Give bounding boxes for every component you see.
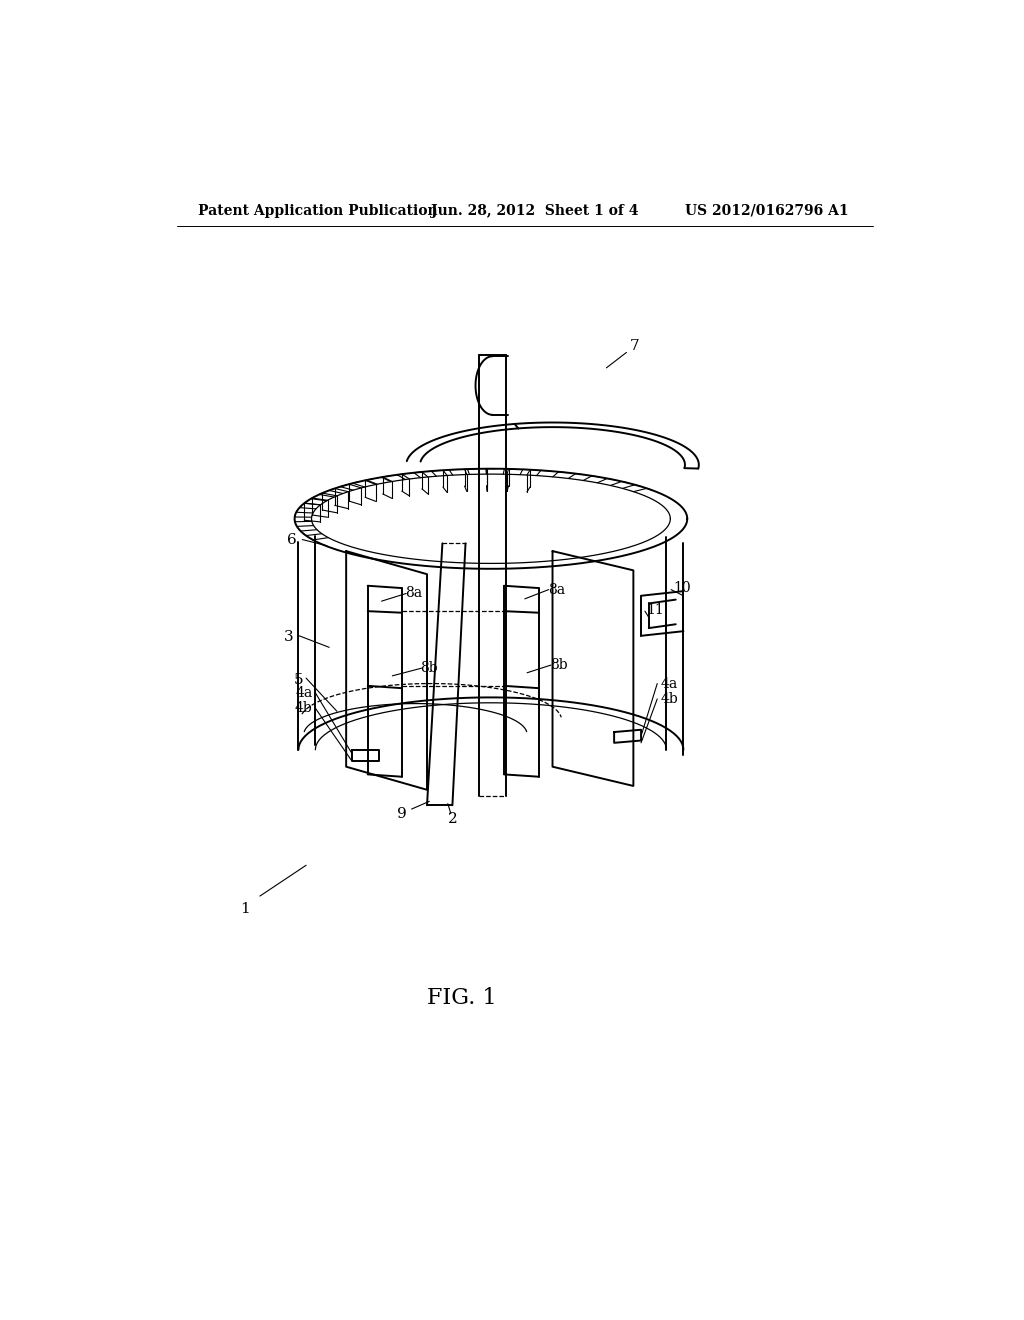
Text: Patent Application Publication: Patent Application Publication (199, 203, 438, 218)
Text: 10: 10 (674, 581, 691, 595)
Text: 8b: 8b (550, 659, 567, 672)
Text: Jun. 28, 2012  Sheet 1 of 4: Jun. 28, 2012 Sheet 1 of 4 (431, 203, 638, 218)
Text: 8b: 8b (421, 661, 438, 675)
Text: 2: 2 (447, 812, 458, 826)
Text: 3: 3 (284, 631, 293, 644)
Text: 11: 11 (646, 603, 665, 616)
Text: US 2012/0162796 A1: US 2012/0162796 A1 (685, 203, 849, 218)
Text: 6: 6 (288, 532, 297, 546)
Text: 8a: 8a (406, 586, 423, 601)
Text: 4b: 4b (295, 701, 312, 715)
Text: 5: 5 (294, 673, 303, 688)
Text: 4b: 4b (660, 692, 678, 706)
Text: 8a: 8a (548, 582, 565, 597)
Text: 9: 9 (397, 808, 408, 821)
Text: 7: 7 (630, 338, 640, 352)
Text: 1: 1 (240, 902, 250, 916)
Text: FIG. 1: FIG. 1 (427, 987, 497, 1008)
Text: 4a: 4a (295, 686, 312, 700)
Text: 4a: 4a (660, 677, 678, 690)
